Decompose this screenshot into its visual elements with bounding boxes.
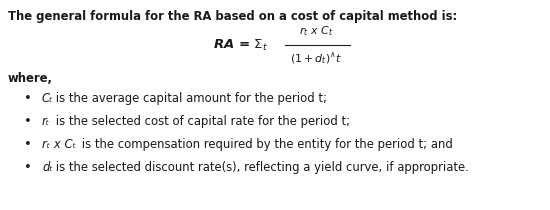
Text: •: •: [24, 92, 32, 105]
Text: where,: where,: [8, 72, 53, 85]
Text: $(1+d_t)^{\wedge}t$: $(1+d_t)^{\wedge}t$: [290, 51, 342, 66]
Text: The general formula for the RA based on a cost of capital method is:: The general formula for the RA based on …: [8, 10, 457, 23]
Text: dₜ: dₜ: [42, 161, 53, 174]
Text: •: •: [24, 138, 32, 151]
Text: $r_t$ x $C_t$: $r_t$ x $C_t$: [299, 24, 333, 38]
Text: is the selected cost of capital rate for the period t;: is the selected cost of capital rate for…: [52, 115, 350, 128]
Text: is the compensation required by the entity for the period t; and: is the compensation required by the enti…: [79, 138, 453, 151]
Text: Cₜ: Cₜ: [42, 92, 53, 105]
Text: is the average capital amount for the period t;: is the average capital amount for the pe…: [52, 92, 327, 105]
Text: RA = $\Sigma_t$: RA = $\Sigma_t$: [213, 37, 268, 52]
Text: •: •: [24, 161, 32, 174]
Text: is the selected discount rate(s), reflecting a yield curve, if appropriate.: is the selected discount rate(s), reflec…: [52, 161, 469, 174]
Text: •: •: [24, 115, 32, 128]
Text: rₜ: rₜ: [42, 115, 50, 128]
Text: rₜ x Cₜ: rₜ x Cₜ: [42, 138, 76, 151]
